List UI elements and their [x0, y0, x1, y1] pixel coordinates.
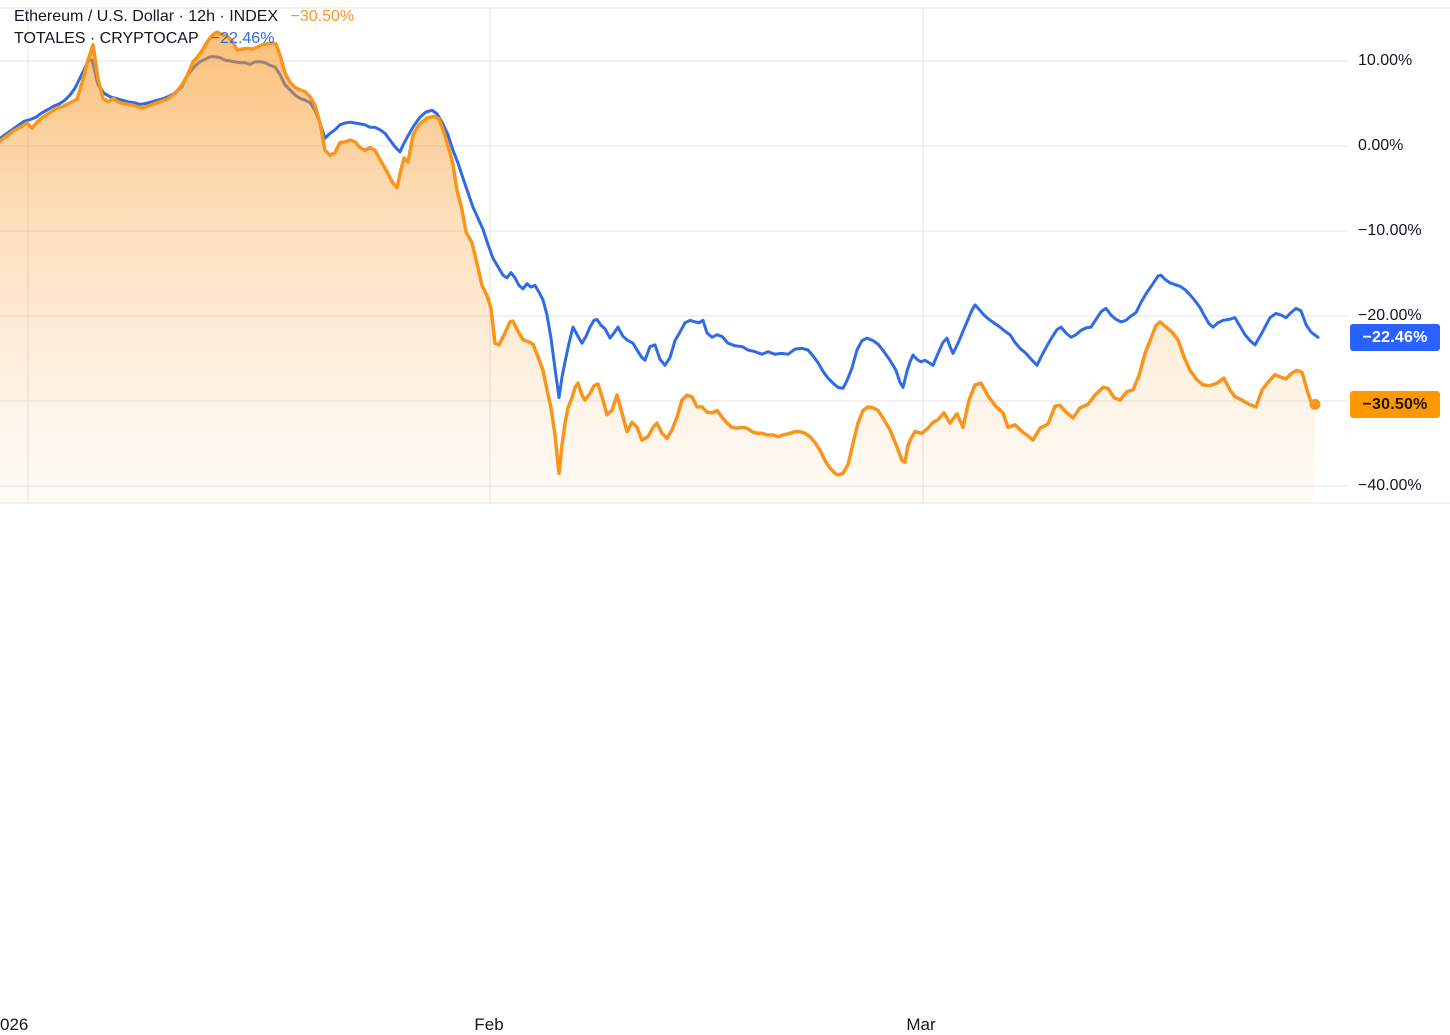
- legend-eth-change: −30.50%: [290, 8, 355, 25]
- price-axis[interactable]: 10.00% 0.00% −10.00% −20.00% −40.00%: [1348, 0, 1450, 503]
- legend-row-eth[interactable]: Ethereum / U.S. Dollar · 12h · INDEX −30…: [14, 6, 354, 28]
- price-axis-label: 0.00%: [1358, 137, 1404, 154]
- price-axis-label: −20.00%: [1358, 307, 1422, 324]
- time-axis-label: Feb: [474, 1015, 504, 1034]
- totales-price-badge: −22.46%: [1350, 324, 1440, 351]
- time-axis[interactable]: 026 Feb Mar: [0, 503, 1450, 1034]
- eth-price-badge: −30.50%: [1350, 391, 1440, 418]
- legend-row-totales[interactable]: TOTALES · CRYPTOCAP −22.46%: [14, 28, 354, 50]
- time-axis-label: 026: [0, 1015, 29, 1034]
- eth-last-dot: [1309, 398, 1321, 410]
- legend-totales-change: −22.46%: [210, 30, 275, 47]
- price-axis-label: −40.00%: [1358, 477, 1422, 494]
- price-axis-label: 10.00%: [1358, 52, 1413, 69]
- time-axis-label: Mar: [906, 1015, 936, 1034]
- legend-totales-title: TOTALES · CRYPTOCAP: [14, 30, 199, 47]
- eth-area: [0, 32, 1315, 503]
- eth-line: [0, 30, 1317, 477]
- legend: Ethereum / U.S. Dollar · 12h · INDEX −30…: [14, 6, 354, 50]
- legend-eth-title: Ethereum / U.S. Dollar · 12h · INDEX: [14, 8, 279, 25]
- price-axis-label: −10.00%: [1358, 222, 1422, 239]
- chart-svg[interactable]: [0, 0, 1450, 549]
